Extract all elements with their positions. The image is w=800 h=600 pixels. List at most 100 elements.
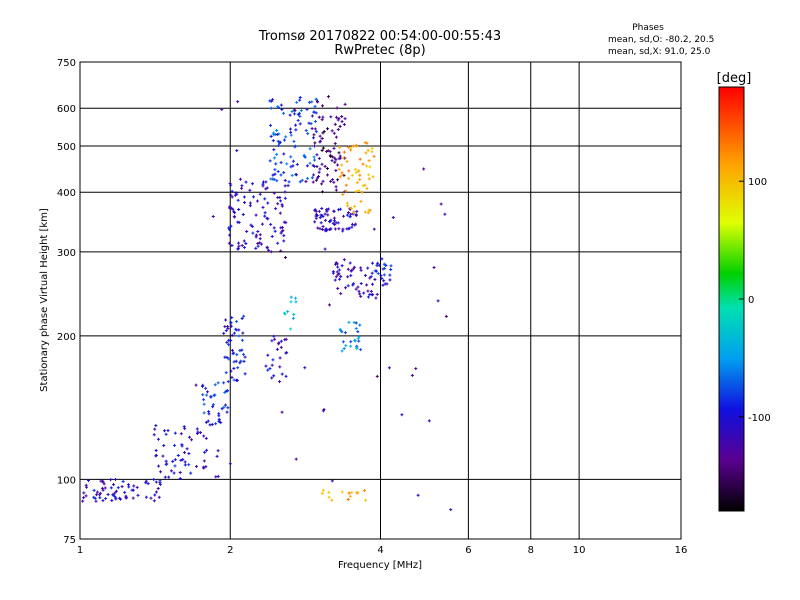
colorbar-tick-label: -100: [748, 413, 771, 424]
data-point: [238, 220, 240, 224]
data-point: [271, 339, 273, 343]
data-point: [298, 111, 300, 115]
data-point: [343, 123, 345, 127]
data-point: [264, 197, 266, 201]
data-point: [102, 488, 104, 492]
data-point: [225, 403, 227, 407]
data-point: [240, 359, 242, 363]
data-point: [359, 177, 361, 181]
data-point: [280, 103, 282, 107]
data-point: [95, 499, 97, 503]
data-point: [376, 374, 378, 378]
data-point: [338, 151, 340, 155]
data-point: [360, 282, 362, 286]
data-point: [321, 182, 323, 186]
data-point: [136, 485, 138, 489]
data-point: [368, 177, 370, 181]
data-point: [388, 366, 390, 370]
data-point: [363, 291, 365, 295]
data-point: [340, 156, 342, 160]
data-point: [437, 299, 439, 303]
data-point: [276, 132, 278, 136]
data-point: [344, 102, 346, 106]
data-point: [342, 193, 344, 197]
data-point: [305, 129, 307, 133]
data-point: [315, 216, 317, 220]
data-point: [271, 363, 273, 367]
data-point: [239, 177, 241, 181]
data-point: [348, 176, 350, 180]
data-point: [337, 273, 339, 277]
data-point: [378, 263, 380, 267]
data-point: [228, 343, 230, 347]
data-point: [241, 184, 243, 188]
data-point: [360, 266, 362, 270]
data-point: [242, 213, 244, 217]
data-point: [338, 227, 340, 231]
data-point: [329, 150, 331, 154]
data-point: [354, 204, 356, 208]
data-point: [170, 469, 172, 473]
data-point: [93, 495, 95, 499]
data-point: [234, 211, 236, 215]
data-point: [231, 195, 233, 199]
data-point: [206, 448, 208, 452]
data-point: [233, 331, 235, 335]
data-point: [370, 289, 372, 293]
data-point: [259, 241, 261, 245]
data-point: [315, 130, 317, 134]
data-point: [334, 160, 336, 164]
colorbar-label: [deg]: [717, 71, 752, 86]
data-point: [366, 164, 368, 168]
data-point: [261, 222, 263, 226]
scatter-points: [81, 95, 453, 512]
data-point: [415, 367, 417, 371]
data-point: [237, 198, 239, 202]
data-point: [354, 338, 356, 342]
data-point: [208, 410, 210, 414]
data-point: [335, 135, 337, 139]
data-point: [205, 420, 207, 424]
data-point: [237, 366, 239, 370]
data-point: [115, 489, 117, 493]
data-point: [179, 471, 181, 475]
data-point: [332, 271, 334, 275]
data-point: [319, 227, 321, 231]
data-point: [348, 491, 350, 495]
data-point: [292, 164, 294, 168]
data-point: [205, 465, 207, 469]
data-point: [273, 334, 275, 338]
data-point: [327, 213, 329, 217]
x-tick-label: 2: [227, 545, 233, 556]
data-point: [295, 173, 297, 177]
data-point: [280, 199, 282, 203]
data-point: [203, 465, 205, 469]
data-point: [343, 150, 345, 154]
x-tick-label: 4: [377, 545, 383, 556]
data-point: [253, 195, 255, 199]
data-point: [233, 378, 235, 382]
data-point: [345, 344, 347, 348]
x-tick-label: 16: [675, 545, 688, 556]
data-point: [158, 464, 160, 468]
data-point: [284, 190, 286, 194]
data-point: [214, 393, 216, 397]
data-point: [82, 499, 84, 503]
data-point: [107, 492, 109, 496]
grid-lines: [80, 62, 681, 539]
data-point: [154, 493, 156, 497]
data-point: [312, 163, 314, 167]
data-point: [390, 264, 392, 268]
data-point: [309, 100, 311, 104]
data-point: [384, 282, 386, 286]
data-point: [299, 95, 301, 99]
data-point: [133, 484, 135, 488]
data-point: [227, 325, 229, 329]
data-point: [180, 432, 182, 436]
data-point: [316, 165, 318, 169]
data-point: [411, 373, 413, 377]
data-point: [212, 405, 214, 409]
data-point: [355, 212, 357, 216]
data-point: [291, 173, 293, 177]
